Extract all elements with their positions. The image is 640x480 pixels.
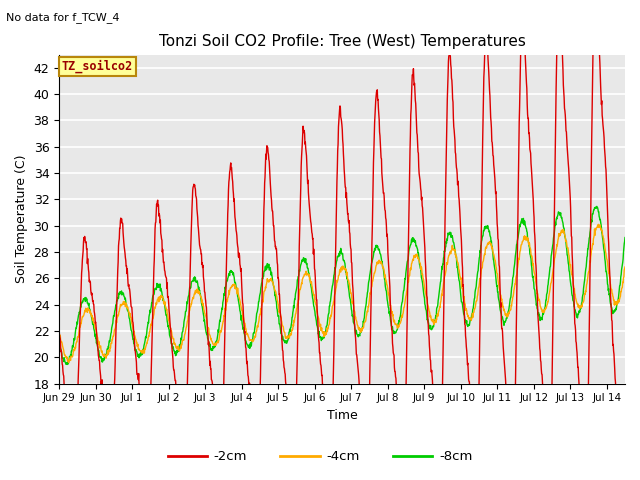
-2cm [621, 386, 629, 392]
Line: -2cm: -2cm [59, 0, 625, 480]
-8cm [157, 288, 165, 294]
-4cm [547, 283, 554, 289]
-8cm [168, 340, 175, 346]
-8cm [63, 361, 71, 367]
X-axis label: Time: Time [326, 409, 358, 422]
-2cm [157, 230, 164, 236]
-4cm [621, 264, 629, 270]
-8cm [55, 338, 63, 344]
-2cm [483, 44, 491, 50]
Legend: -2cm, -4cm, -8cm: -2cm, -4cm, -8cm [163, 445, 477, 468]
Line: -4cm: -4cm [59, 224, 625, 362]
-4cm [157, 295, 165, 300]
-4cm [168, 330, 175, 336]
-4cm [270, 284, 278, 290]
Text: TZ_soilco2: TZ_soilco2 [62, 60, 133, 73]
-2cm [55, 328, 63, 334]
-4cm [55, 334, 63, 339]
Text: No data for f_TCW_4: No data for f_TCW_4 [6, 12, 120, 23]
-2cm [546, 476, 554, 480]
-4cm [65, 360, 72, 365]
-4cm [484, 240, 492, 246]
-8cm [484, 223, 492, 228]
-8cm [621, 235, 629, 240]
-4cm [595, 221, 602, 227]
-8cm [270, 285, 278, 290]
-8cm [593, 204, 601, 209]
Y-axis label: Soil Temperature (C): Soil Temperature (C) [15, 155, 28, 283]
-2cm [270, 223, 278, 228]
Line: -8cm: -8cm [59, 206, 625, 364]
-8cm [219, 300, 227, 306]
Title: Tonzi Soil CO2 Profile: Tree (West) Temperatures: Tonzi Soil CO2 Profile: Tree (West) Temp… [159, 34, 525, 49]
-4cm [219, 320, 227, 325]
-2cm [168, 340, 175, 346]
-8cm [547, 264, 554, 269]
-2cm [218, 434, 226, 440]
